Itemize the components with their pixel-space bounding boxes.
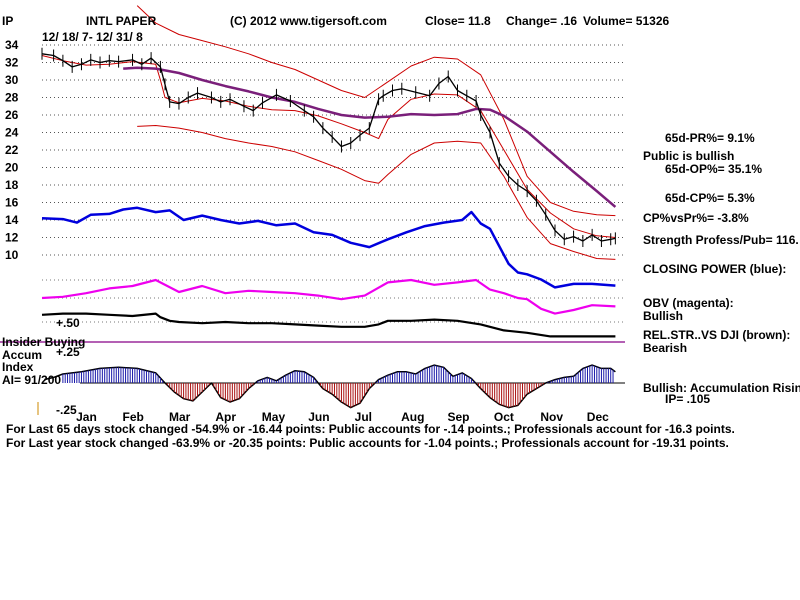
month-label: Jul (355, 410, 372, 424)
upper-band-line (136, 5, 616, 217)
closing-power-line (41, 206, 616, 289)
plus-50-label: +.50 (56, 316, 80, 330)
ai-value: AI= 91/200 (2, 373, 62, 387)
plus-25-label: +.25 (56, 345, 80, 359)
y-tick-label: 32 (5, 56, 19, 70)
month-label: May (262, 410, 286, 424)
y-tick-label: 34 (5, 38, 19, 52)
accum-label: Accum (2, 348, 43, 362)
middle-band-line (41, 55, 616, 238)
cp-vs-pr: CP%vsPr%= -3.8% (643, 211, 749, 225)
month-label: Feb (123, 410, 144, 424)
y-tick-label: 20 (5, 161, 19, 175)
obv-line (41, 278, 616, 315)
y-tick-label: 18 (5, 178, 19, 192)
price-line (41, 53, 616, 242)
month-label: Jun (308, 410, 329, 424)
ip-value: IP= .105 (665, 392, 711, 406)
month-label: Nov (540, 410, 563, 424)
footer-line-year: For Last year stock changed -63.9% or -2… (6, 436, 729, 450)
relstr-status: Bearish (643, 341, 688, 355)
month-label: Oct (494, 410, 514, 424)
index-label: Index (2, 360, 34, 374)
footer-line-65d: For Last 65 days stock changed -54.9% or… (6, 422, 735, 436)
date-range: 12/ 18/ 7- 12/ 31/ 8 (42, 30, 143, 44)
relstr-label: REL.STR..VS DJI (brown): (643, 328, 791, 342)
stock-name: INTL PAPER (86, 14, 157, 28)
y-tick-label: 16 (5, 196, 19, 210)
y-tick-label: 22 (5, 143, 19, 157)
copyright: (C) 2012 www.tigersoft.com (230, 14, 387, 28)
lower-band-line (137, 125, 616, 260)
month-label: Apr (215, 410, 236, 424)
ticker-label: IP (2, 14, 14, 28)
y-tick-label: 28 (5, 91, 19, 105)
close-value: Close= 11.8 (425, 14, 491, 28)
month-label: Aug (401, 410, 424, 424)
y-tick-label: 30 (5, 73, 19, 87)
month-label: Dec (587, 410, 609, 424)
accum-status: Bullish: Accumulation Rising (643, 381, 800, 395)
month-label: Jan (76, 410, 97, 424)
y-tick-label: 24 (5, 126, 19, 140)
y-tick-label: 26 (5, 108, 19, 122)
cp-percent: 65d-CP%= 5.3% (665, 191, 755, 205)
accum-index-line (44, 364, 616, 409)
y-tick-label: 10 (5, 248, 19, 262)
op-percent: 65d-OP%= 35.1% (665, 162, 763, 176)
closing-power-label: CLOSING POWER (blue): (643, 262, 787, 276)
public-status: Public is bullish (643, 149, 735, 163)
relative-strength-line (41, 312, 616, 338)
volume-value: Volume= 51326 (583, 14, 670, 28)
month-label: Mar (169, 410, 191, 424)
obv-label: OBV (magenta): (643, 296, 734, 310)
obv-status: Bullish (643, 309, 684, 323)
month-label: Sep (448, 410, 470, 424)
insider-buying-label: Insider Buying (2, 335, 86, 349)
strength-ratio: Strength Profess/Pub= 116. (643, 233, 799, 247)
minus-25-label: -.25 (56, 403, 77, 417)
moving-average-line (123, 66, 617, 208)
pr-percent: 65d-PR%= 9.1% (665, 131, 755, 145)
y-tick-label: 12 (5, 231, 19, 245)
change-value: Change= .16 (506, 14, 578, 28)
y-tick-label: 14 (5, 213, 19, 227)
